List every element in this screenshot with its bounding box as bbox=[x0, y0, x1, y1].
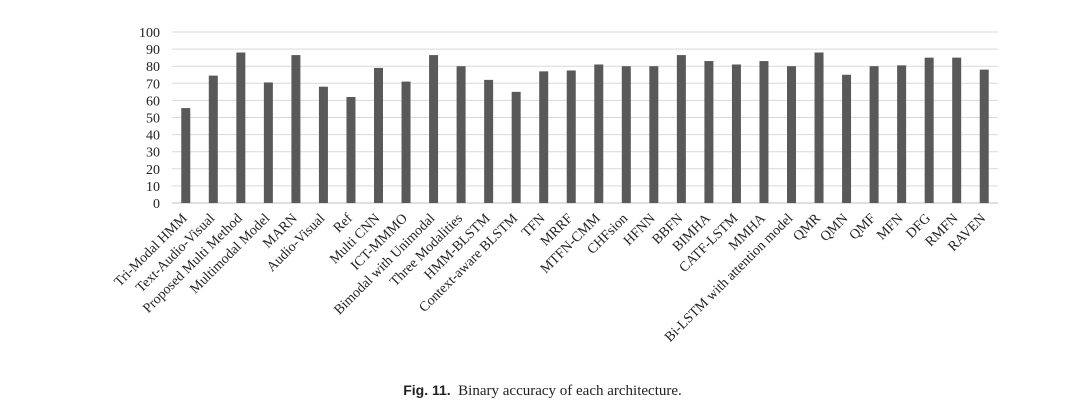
y-tick-label: 20 bbox=[146, 163, 160, 178]
bar bbox=[539, 71, 549, 203]
x-tick-label: QMN bbox=[818, 211, 852, 245]
bar bbox=[236, 52, 246, 203]
bar bbox=[676, 55, 686, 204]
bar bbox=[429, 55, 439, 204]
bar bbox=[484, 79, 494, 203]
bar bbox=[318, 86, 328, 203]
bar bbox=[787, 66, 796, 203]
bar bbox=[759, 61, 769, 203]
x-tick-label: HFNN bbox=[621, 211, 659, 249]
bar bbox=[704, 61, 714, 203]
bar bbox=[621, 66, 631, 203]
bar bbox=[649, 66, 659, 203]
y-tick-label: 0 bbox=[153, 197, 160, 212]
y-tick-label: 10 bbox=[146, 180, 160, 195]
x-tick-label: MFN bbox=[874, 211, 906, 243]
bar bbox=[952, 57, 962, 204]
bar bbox=[897, 65, 907, 203]
y-tick-label: 70 bbox=[146, 77, 160, 92]
bar bbox=[291, 55, 301, 204]
gridlines bbox=[172, 31, 998, 204]
figure-label: Fig. 11. bbox=[403, 382, 451, 398]
bar bbox=[566, 70, 576, 203]
bar bbox=[814, 52, 824, 203]
figure-caption-text: Binary accuracy of each architecture. bbox=[458, 383, 682, 399]
bar bbox=[401, 81, 411, 203]
bar bbox=[842, 74, 852, 203]
bar bbox=[456, 66, 466, 203]
bar bbox=[979, 69, 989, 204]
bar bbox=[208, 75, 218, 203]
bar bbox=[181, 108, 191, 203]
bar bbox=[731, 64, 741, 204]
x-tick-label: QMF bbox=[847, 211, 879, 243]
bar bbox=[511, 91, 521, 203]
bar bbox=[924, 57, 934, 204]
bar bbox=[594, 64, 604, 204]
y-tick-label: 60 bbox=[146, 94, 160, 109]
figure-caption: Fig. 11. Binary accuracy of each archite… bbox=[0, 382, 1085, 400]
y-tick-label: 80 bbox=[146, 60, 160, 75]
y-tick-label: 40 bbox=[146, 129, 160, 144]
bars bbox=[181, 52, 989, 204]
y-tick-label: 50 bbox=[146, 112, 160, 127]
y-axis-ticks: 0 10 20 30 40 50 60 70 80 90 100 bbox=[139, 26, 160, 212]
bar bbox=[346, 96, 356, 203]
y-tick-label: 100 bbox=[139, 26, 160, 41]
x-tick-label: QMR bbox=[791, 211, 825, 245]
bar bbox=[263, 82, 273, 203]
bar bbox=[374, 67, 383, 203]
y-tick-label: 30 bbox=[146, 146, 160, 161]
bar bbox=[869, 66, 879, 203]
y-tick-label: 90 bbox=[146, 43, 160, 58]
